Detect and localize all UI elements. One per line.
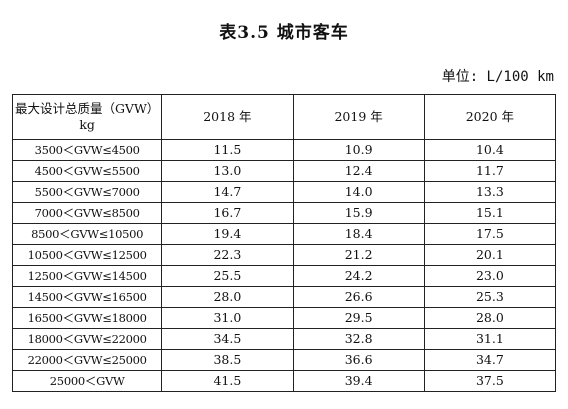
cell-category: 3500＜GVW≤4500	[11, 139, 163, 161]
cell-2018: 13.0	[161, 160, 294, 182]
table-row: 4500＜GVW≤5500 13.0 12.4 11.7	[11, 160, 557, 182]
table-row: 12500＜GVW≤14500 25.5 24.2 23.0	[11, 265, 557, 287]
cell-2018: 11.5	[161, 139, 294, 161]
cell-2018: 31.0	[161, 307, 294, 329]
cell-2018: 34.5	[161, 328, 294, 350]
cell-2019: 15.9	[292, 202, 425, 224]
header-row: 最大设计总质量（GVW） kg 2018 年 2019 年 2020 年	[11, 94, 557, 140]
unit-label: 单位: L/100 km	[441, 69, 554, 85]
cell-2020: 34.7	[423, 349, 557, 371]
cell-2019: 36.6	[292, 349, 425, 371]
cell-2020: 11.7	[423, 160, 557, 182]
cell-2018: 22.3	[161, 244, 294, 266]
fuel-consumption-table: 最大设计总质量（GVW） kg 2018 年 2019 年 2020 年 350…	[11, 94, 557, 392]
cell-2019: 26.6	[292, 286, 425, 308]
cell-2020: 23.0	[423, 265, 557, 287]
table-title: 表3.5 城市客车	[219, 23, 349, 43]
cell-2019: 29.5	[292, 307, 425, 329]
cell-category: 14500＜GVW≤16500	[11, 286, 163, 308]
cell-2020: 25.3	[423, 286, 557, 308]
cell-2019: 10.9	[292, 139, 425, 161]
table-row: 5500＜GVW≤7000 14.7 14.0 13.3	[11, 181, 557, 203]
cell-2019: 14.0	[292, 181, 425, 203]
cell-category: 7000＜GVW≤8500	[11, 202, 163, 224]
table-row: 3500＜GVW≤4500 11.5 10.9 10.4	[11, 139, 557, 161]
cell-category: 25000＜GVW	[11, 370, 163, 392]
cell-2018: 38.5	[161, 349, 294, 371]
cell-2020: 10.4	[423, 139, 557, 161]
table-row: 10500＜GVW≤12500 22.3 21.2 20.1	[11, 244, 557, 266]
table-row: 16500＜GVW≤18000 31.0 29.5 28.0	[11, 307, 557, 329]
cell-2019: 12.4	[292, 160, 425, 182]
cell-2018: 28.0	[161, 286, 294, 308]
cell-2018: 41.5	[161, 370, 294, 392]
cell-2020: 17.5	[423, 223, 557, 245]
table-row: 8500＜GVW≤10500 19.4 18.4 17.5	[11, 223, 557, 245]
cell-category: 22000＜GVW≤25000	[11, 349, 163, 371]
cell-2018: 19.4	[161, 223, 294, 245]
header-year-2018: 2018 年	[161, 94, 294, 140]
table-row: 14500＜GVW≤16500 28.0 26.6 25.3	[11, 286, 557, 308]
cell-category: 4500＜GVW≤5500	[11, 160, 163, 182]
header-category-line1: 最大设计总质量（GVW）	[14, 101, 160, 116]
cell-category: 18000＜GVW≤22000	[11, 328, 163, 350]
cell-category: 12500＜GVW≤14500	[11, 265, 163, 287]
cell-2020: 28.0	[423, 307, 557, 329]
cell-2020: 13.3	[423, 181, 557, 203]
cell-2020: 31.1	[423, 328, 557, 350]
table-row: 7000＜GVW≤8500 16.7 15.9 15.1	[11, 202, 557, 224]
cell-2019: 21.2	[292, 244, 425, 266]
cell-2020: 20.1	[423, 244, 557, 266]
header-category-line2: kg	[79, 117, 95, 132]
table-row: 25000＜GVW 41.5 39.4 37.5	[11, 370, 557, 392]
cell-2019: 32.8	[292, 328, 425, 350]
cell-2018: 25.5	[161, 265, 294, 287]
cell-category: 16500＜GVW≤18000	[11, 307, 163, 329]
cell-2019: 24.2	[292, 265, 425, 287]
cell-2019: 39.4	[292, 370, 425, 392]
cell-category: 10500＜GVW≤12500	[11, 244, 163, 266]
cell-2019: 18.4	[292, 223, 425, 245]
cell-2020: 37.5	[423, 370, 557, 392]
cell-2018: 16.7	[161, 202, 294, 224]
table-row: 18000＜GVW≤22000 34.5 32.8 31.1	[11, 328, 557, 350]
header-year-2020: 2020 年	[423, 94, 557, 140]
header-year-2019: 2019 年	[292, 94, 425, 140]
cell-2018: 14.7	[161, 181, 294, 203]
cell-category: 8500＜GVW≤10500	[11, 223, 163, 245]
table-row: 22000＜GVW≤25000 38.5 36.6 34.7	[11, 349, 557, 371]
header-category: 最大设计总质量（GVW） kg	[11, 94, 163, 140]
cell-category: 5500＜GVW≤7000	[11, 181, 163, 203]
cell-2020: 15.1	[423, 202, 557, 224]
